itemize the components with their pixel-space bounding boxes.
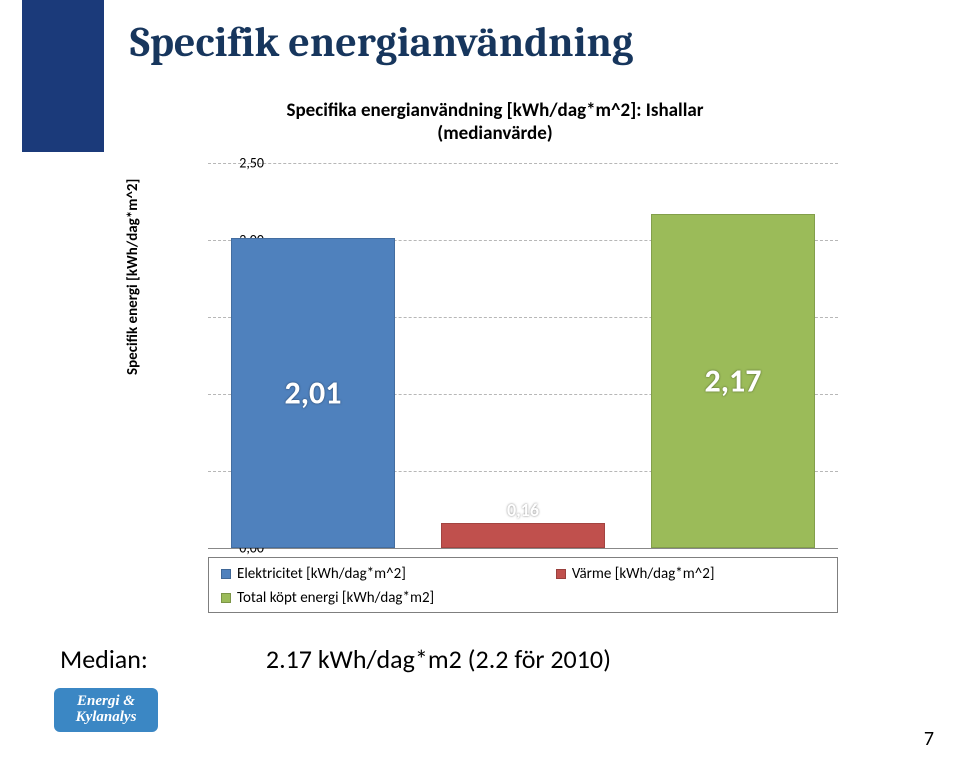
page-title: Specifik energianvändning (130, 18, 633, 67)
chart-title: Specifika energianvändning [kWh/dag*m^2]… (130, 99, 860, 145)
legend-label: Elektricitet [kWh/dag*m^2] (237, 565, 406, 583)
logo: Energi & Kylanalys (54, 688, 158, 732)
legend-item: Elektricitet [kWh/dag*m^2] (221, 562, 406, 586)
bar-chart: Specifika energianvändning [kWh/dag*m^2]… (130, 95, 860, 625)
chart-title-line2: (medianvärde) (437, 122, 552, 145)
median-value: 2.17 kWh/dag*m2 (2.2 för 2010) (266, 643, 611, 675)
logo-line2: Kylanalys (76, 710, 137, 726)
chart-title-line1: Specifika energianvändning [kWh/dag*m^2]… (287, 99, 704, 122)
gridline (208, 163, 838, 164)
median-label: Median: (60, 643, 260, 675)
bar-0: 2,01 (231, 238, 395, 548)
sidebar-accent-block (22, 0, 104, 152)
legend-swatch (221, 593, 231, 603)
bar-value-label: 2,17 (705, 361, 762, 400)
legend-swatch (221, 569, 231, 579)
legend-item: Total köpt energi [kWh/dag*m2] (221, 586, 795, 610)
legend-label: Värme [kWh/dag*m^2] (572, 565, 715, 583)
logo-line1: Energi & (77, 694, 135, 710)
y-tick-label: 2,50 (204, 155, 264, 172)
bar-1: 0,16 (441, 523, 605, 548)
bar-value-label: 2,01 (285, 374, 342, 413)
legend-label: Total köpt energi [kWh/dag*m2] (237, 589, 434, 607)
page-number: 7 (924, 727, 934, 751)
legend-swatch (556, 569, 566, 579)
y-axis-label: Specifik energi [kWh/dag*m^2] (124, 179, 142, 375)
legend-item: Värme [kWh/dag*m^2] (556, 562, 715, 586)
baseline (208, 548, 838, 549)
legend: Elektricitet [kWh/dag*m^2] Värme [kWh/dag… (208, 557, 838, 613)
bar-value-label: 0,16 (507, 499, 539, 521)
plot-area: 0,000,501,001,502,002,502,010,162,17 (208, 163, 838, 548)
median-line: Median: 2.17 kWh/dag*m2 (2.2 för 2010) (60, 643, 611, 675)
bar-2: 2,17 (651, 214, 815, 548)
